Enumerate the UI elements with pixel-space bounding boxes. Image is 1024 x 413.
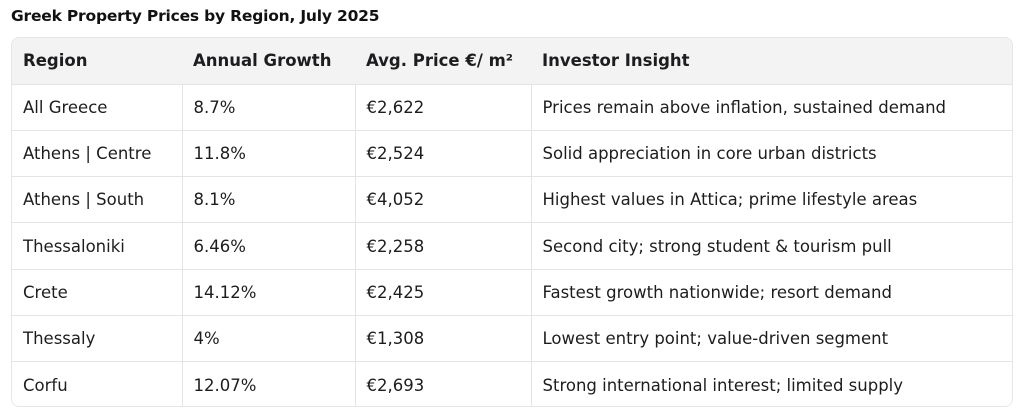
- header-row: Region Annual Growth Avg. Price €/ m² In…: [12, 38, 1012, 84]
- table-row: All Greece 8.7% €2,622 Prices remain abo…: [12, 83, 1012, 131]
- table-row: Crete 14.12% €2,425 Fastest growth natio…: [12, 268, 1012, 316]
- cell-avg-price: €2,693: [354, 361, 531, 406]
- cell-annual-growth: 11.8%: [181, 129, 355, 177]
- table-row: Thessaloniki 6.46% €2,258 Second city; s…: [12, 222, 1012, 270]
- cell-annual-growth: 14.12%: [181, 268, 355, 316]
- cell-annual-growth: 4%: [181, 314, 355, 362]
- cell-annual-growth: 6.46%: [181, 222, 355, 270]
- cell-investor-insight: Prices remain above inflation, sustained…: [530, 83, 1012, 131]
- header-annual-growth: Annual Growth: [182, 38, 355, 84]
- table-row: Corfu 12.07% €2,693 Strong international…: [12, 361, 1012, 406]
- cell-investor-insight: Fastest growth nationwide; resort demand: [530, 268, 1012, 316]
- cell-avg-price: €4,052: [354, 176, 531, 223]
- cell-avg-price: €2,622: [354, 83, 531, 131]
- cell-region: Thessaly: [12, 314, 182, 362]
- cell-region: Corfu: [12, 361, 182, 406]
- table-row: Athens | Centre 11.8% €2,524 Solid appre…: [12, 129, 1012, 177]
- cell-region: Thessaloniki: [12, 222, 182, 270]
- data-table: Region Annual Growth Avg. Price €/ m² In…: [12, 38, 1012, 406]
- cell-investor-insight: Lowest entry point; value-driven segment: [530, 314, 1012, 362]
- cell-annual-growth: 12.07%: [181, 361, 355, 406]
- table-row: Athens | South 8.1% €4,052 Highest value…: [12, 176, 1012, 223]
- cell-annual-growth: 8.7%: [181, 83, 355, 131]
- cell-region: All Greece: [12, 83, 182, 131]
- header-region: Region: [12, 38, 182, 84]
- table-row: Thessaly 4% €1,308 Lowest entry point; v…: [12, 314, 1012, 362]
- cell-annual-growth: 8.1%: [181, 176, 355, 223]
- cell-avg-price: €2,425: [354, 268, 531, 316]
- cell-region: Crete: [12, 268, 182, 316]
- cell-investor-insight: Highest values in Attica; prime lifestyl…: [530, 176, 1012, 223]
- cell-avg-price: €1,308: [354, 314, 531, 362]
- cell-investor-insight: Strong international interest; limited s…: [530, 361, 1012, 406]
- cell-avg-price: €2,258: [354, 222, 531, 270]
- cell-investor-insight: Second city; strong student & tourism pu…: [530, 222, 1012, 270]
- property-prices-table: Region Annual Growth Avg. Price €/ m² In…: [11, 37, 1013, 407]
- cell-region: Athens | Centre: [12, 129, 182, 177]
- cell-investor-insight: Solid appreciation in core urban distric…: [530, 129, 1012, 177]
- table-title: Greek Property Prices by Region, July 20…: [11, 7, 380, 25]
- cell-avg-price: €2,524: [354, 129, 531, 177]
- cell-region: Athens | South: [12, 176, 182, 223]
- header-avg-price: Avg. Price €/ m²: [355, 38, 531, 84]
- header-investor-insight: Investor Insight: [531, 38, 1012, 84]
